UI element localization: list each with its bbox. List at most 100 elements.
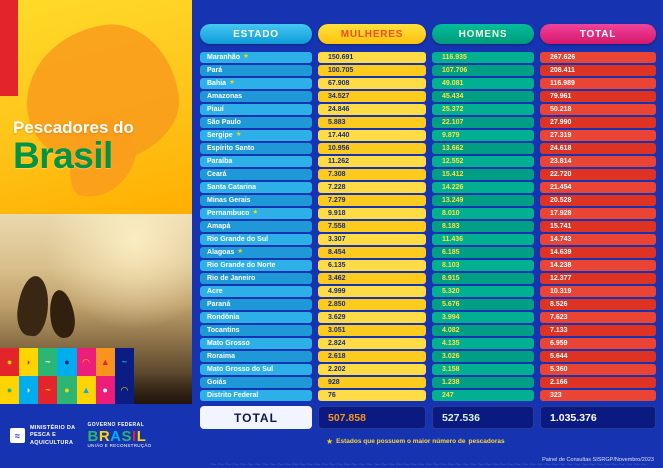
total-cell: 14.639 bbox=[540, 247, 656, 258]
state-cell: Espírito Santo bbox=[200, 143, 312, 154]
homens-cell: 3.994 bbox=[432, 312, 534, 323]
table-row: Pernambuco ★ 9.918 8.010 17.928 bbox=[200, 208, 656, 219]
mulheres-cell: 7.228 bbox=[318, 182, 426, 193]
mulheres-cell: 10.956 bbox=[318, 143, 426, 154]
column-header-total: TOTAL bbox=[540, 24, 656, 44]
mosaic-tile: ◠ bbox=[114, 376, 134, 404]
mosaic-tile: ● bbox=[0, 348, 20, 376]
hero-section: Pescadores do Brasil bbox=[0, 0, 192, 214]
mulheres-cell: 150.691 bbox=[318, 52, 426, 63]
total-cell: 7.623 bbox=[540, 312, 656, 323]
total-cell: 267.626 bbox=[540, 52, 656, 63]
table-row: Rio Grande do Norte 6.135 8.103 14.238 bbox=[200, 260, 656, 271]
ministry-logo-text: MINISTÉRIO DA PESCA E AQUICULTURA bbox=[30, 425, 75, 446]
total-cell: 21.454 bbox=[540, 182, 656, 193]
star-icon: ★ bbox=[235, 131, 242, 139]
total-cell: 7.133 bbox=[540, 325, 656, 336]
homens-cell: 116.935 bbox=[432, 52, 534, 63]
total-mulheres: 507.858 bbox=[318, 406, 426, 429]
total-cell: 2.166 bbox=[540, 377, 656, 388]
homens-cell: 25.372 bbox=[432, 104, 534, 115]
state-cell: Distrito Federal bbox=[200, 390, 312, 401]
mulheres-cell: 928 bbox=[318, 377, 426, 388]
table-row: Maranhão ★ 150.691 116.935 267.626 bbox=[200, 52, 656, 63]
total-cell: 15.741 bbox=[540, 221, 656, 232]
state-cell: Amapá bbox=[200, 221, 312, 232]
mosaic-tile: ~ bbox=[38, 348, 58, 376]
state-cell: Pernambuco ★ bbox=[200, 208, 312, 219]
mulheres-cell: 67.908 bbox=[318, 78, 426, 89]
mosaic-tile: ● bbox=[0, 376, 20, 404]
total-cell: 14.238 bbox=[540, 260, 656, 271]
state-cell: Pará bbox=[200, 65, 312, 76]
table-row: São Paulo 5.883 22.107 27.990 bbox=[200, 117, 656, 128]
mulheres-cell: 100.705 bbox=[318, 65, 426, 76]
state-cell: Rio Grande do Norte bbox=[200, 260, 312, 271]
table-row: Mato Grosso do Sul 2.202 3.158 5.360 bbox=[200, 364, 656, 375]
table-row: Distrito Federal 76 247 323 bbox=[200, 390, 656, 401]
mosaic-tile: ● bbox=[95, 376, 115, 404]
mulheres-cell: 2.202 bbox=[318, 364, 426, 375]
table-row: Pará 100.705 107.706 208.411 bbox=[200, 65, 656, 76]
total-cell: 6.959 bbox=[540, 338, 656, 349]
page-title-line1: Pescadores do bbox=[13, 118, 134, 137]
gov-logo-top: GOVERNO FEDERAL bbox=[87, 422, 145, 429]
state-cell: Ceará bbox=[200, 169, 312, 180]
table-row: Amazonas 34.527 45.434 79.961 bbox=[200, 91, 656, 102]
ministry-line1: MINISTÉRIO DA bbox=[30, 425, 76, 432]
mulheres-cell: 24.846 bbox=[318, 104, 426, 115]
mulheres-cell: 34.527 bbox=[318, 91, 426, 102]
table-header-row: ESTADO MULHERES HOMENS TOTAL bbox=[200, 24, 656, 44]
homens-cell: 8.010 bbox=[432, 208, 534, 219]
homens-cell: 49.081 bbox=[432, 78, 534, 89]
total-cell: 12.377 bbox=[540, 273, 656, 284]
homens-cell: 4.135 bbox=[432, 338, 534, 349]
state-cell: Alagoas ★ bbox=[200, 247, 312, 258]
table-row: Santa Catarina 7.228 14.226 21.454 bbox=[200, 182, 656, 193]
mosaic: ● ◗ ~ ● ◠ ▲ ~ ● ◗ ~ ● ▲ ● ◠ bbox=[0, 348, 134, 404]
title-block: Pescadores do Brasil bbox=[13, 118, 134, 176]
mosaic-tile: ▲ bbox=[76, 376, 96, 404]
homens-cell: 15.412 bbox=[432, 169, 534, 180]
mulheres-cell: 6.135 bbox=[318, 260, 426, 271]
homens-cell: 45.434 bbox=[432, 91, 534, 102]
state-cell: Paraná bbox=[200, 299, 312, 310]
total-cell: 23.814 bbox=[540, 156, 656, 167]
total-geral: 1.035.376 bbox=[540, 406, 656, 429]
red-corner-stripe bbox=[0, 0, 18, 96]
table-row: Rondônia 3.629 3.994 7.623 bbox=[200, 312, 656, 323]
state-cell: Tocantins bbox=[200, 325, 312, 336]
table-row: Amapá 7.558 8.183 15.741 bbox=[200, 221, 656, 232]
table-row: Roraima 2.618 3.026 5.644 bbox=[200, 351, 656, 362]
table-row: Alagoas ★ 8.454 6.185 14.639 bbox=[200, 247, 656, 258]
mosaic-tile: ● bbox=[57, 348, 77, 376]
mosaic-tile: ◗ bbox=[19, 348, 39, 376]
mulheres-cell: 76 bbox=[318, 390, 426, 401]
page-title-line2: Brasil bbox=[13, 135, 113, 176]
fisherman-silhouette bbox=[14, 274, 52, 338]
mulheres-cell: 2.824 bbox=[318, 338, 426, 349]
state-cell: Mato Grosso do Sul bbox=[200, 364, 312, 375]
footnote: ★ Estados que possuem o maior número de … bbox=[326, 437, 505, 446]
state-cell: Amazonas bbox=[200, 91, 312, 102]
mulheres-cell: 9.918 bbox=[318, 208, 426, 219]
state-cell: São Paulo bbox=[200, 117, 312, 128]
mulheres-cell: 7.279 bbox=[318, 195, 426, 206]
data-table: ESTADO MULHERES HOMENS TOTAL Maranhão ★ 15… bbox=[200, 0, 656, 468]
table-row: Paraná 2.850 5.676 8.526 bbox=[200, 299, 656, 310]
state-cell: Sergipe ★ bbox=[200, 130, 312, 141]
state-cell: Rio Grande do Sul bbox=[200, 234, 312, 245]
total-cell: 27.319 bbox=[540, 130, 656, 141]
homens-cell: 1.238 bbox=[432, 377, 534, 388]
star-icon: ★ bbox=[229, 79, 235, 87]
total-cell: 27.990 bbox=[540, 117, 656, 128]
total-cell: 116.989 bbox=[540, 78, 656, 89]
state-cell: Mato Grosso bbox=[200, 338, 312, 349]
footnote-highlight: pescadoras bbox=[468, 438, 505, 445]
total-label: TOTAL bbox=[200, 406, 312, 429]
mosaic-tile: ◗ bbox=[19, 376, 39, 404]
homens-cell: 22.107 bbox=[432, 117, 534, 128]
table-row: Goiás 928 1.238 2.166 bbox=[200, 377, 656, 388]
table-row: Piauí 24.846 25.372 50.218 bbox=[200, 104, 656, 115]
